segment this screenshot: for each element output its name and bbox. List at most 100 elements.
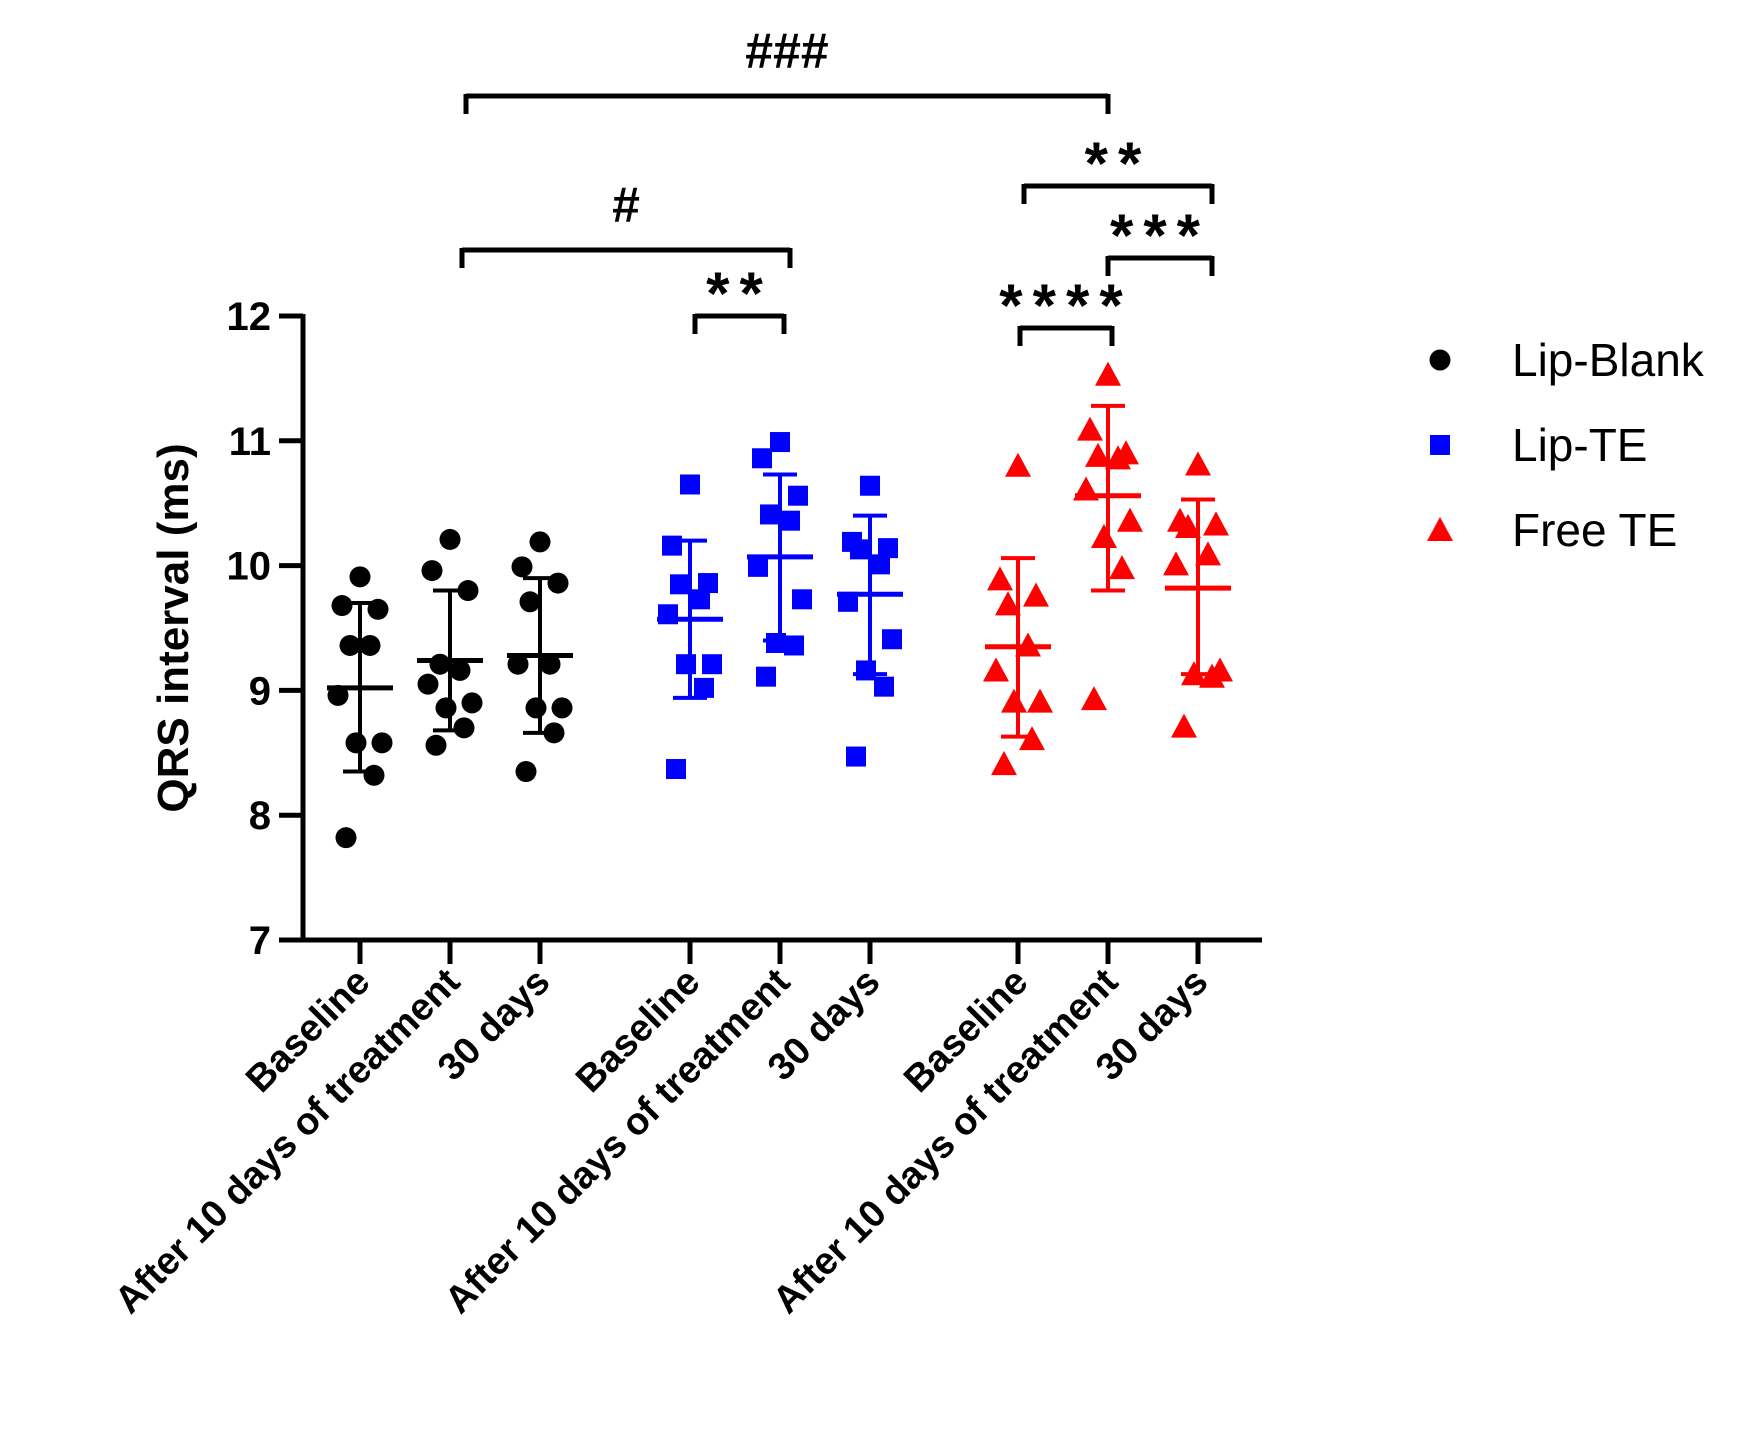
- data-point-square: [846, 746, 866, 767]
- data-point-circle: [371, 732, 393, 754]
- data-point-square: [670, 574, 690, 595]
- data-point-circle: [349, 566, 371, 588]
- significance-label: **: [706, 260, 773, 327]
- data-point-square: [874, 676, 894, 697]
- legend-marker: [1427, 517, 1453, 542]
- data-point-circle: [363, 764, 385, 786]
- data-point-circle: [335, 827, 357, 849]
- data-point-square: [856, 660, 876, 681]
- data-point-triangle: [1095, 361, 1121, 386]
- data-point-circle: [543, 722, 565, 744]
- data-point-circle: [519, 591, 541, 613]
- data-point-circle: [417, 673, 439, 695]
- data-point-triangle: [1081, 686, 1107, 711]
- data-point-square: [702, 654, 722, 675]
- data-point-square: [756, 666, 776, 687]
- data-point-triangle: [1091, 523, 1117, 548]
- data-point-square: [780, 510, 800, 531]
- data-point-triangle: [1005, 452, 1031, 477]
- data-point-circle: [331, 595, 353, 617]
- data-point-circle: [547, 572, 569, 594]
- data-point-triangle: [1109, 555, 1135, 580]
- data-point-circle: [359, 634, 381, 656]
- legend-label: Lip-TE: [1512, 419, 1647, 471]
- x-category-label: After 10 days of treatment: [107, 960, 468, 1321]
- data-point-square: [784, 635, 804, 656]
- data-point-triangle: [1195, 541, 1221, 566]
- data-point-square: [690, 589, 710, 610]
- data-point-circle: [367, 598, 389, 620]
- y-tick-label: 12: [227, 295, 272, 339]
- data-point-circle: [511, 556, 533, 578]
- significance-label: **: [1085, 130, 1152, 197]
- data-point-circle: [457, 580, 479, 602]
- data-point-square: [666, 759, 686, 780]
- y-tick-label: 9: [249, 669, 271, 713]
- legend-marker: [1429, 349, 1451, 371]
- data-point-triangle: [1181, 661, 1207, 686]
- data-point-triangle: [1001, 688, 1027, 713]
- y-tick-label: 10: [227, 545, 272, 589]
- data-point-circle: [421, 560, 443, 582]
- data-point-triangle: [1117, 507, 1143, 532]
- data-point-triangle: [1023, 582, 1049, 607]
- data-point-square: [850, 539, 870, 560]
- data-point-circle: [429, 653, 451, 675]
- y-tick-label: 8: [249, 794, 271, 838]
- data-point-square: [882, 629, 902, 650]
- data-point-square: [676, 654, 696, 675]
- data-point-circle: [525, 697, 547, 719]
- data-point-square: [770, 432, 790, 453]
- y-tick-label: 7: [249, 919, 271, 963]
- data-point-triangle: [1105, 445, 1131, 470]
- data-point-triangle: [1027, 688, 1053, 713]
- data-point-square: [748, 556, 768, 577]
- data-point-circle: [551, 697, 573, 719]
- data-point-triangle: [1175, 513, 1201, 538]
- significance-brackets: ####***********: [459, 23, 1215, 346]
- legend: Lip-Blank Lip-TE Free TE: [1427, 334, 1705, 556]
- data-point-triangle: [1077, 416, 1103, 441]
- data-point-triangle: [1199, 663, 1225, 688]
- data-point-square: [788, 485, 808, 506]
- data-point-square: [878, 538, 898, 559]
- data-marks: [327, 361, 1233, 849]
- data-point-circle: [453, 717, 475, 739]
- data-point-triangle: [1171, 713, 1197, 738]
- data-point-circle: [461, 692, 483, 714]
- y-axis-title: QRS interval (ms): [149, 443, 198, 812]
- data-point-triangle: [991, 751, 1017, 776]
- data-point-circle: [339, 634, 361, 656]
- data-point-square: [860, 475, 880, 496]
- data-point-circle: [539, 653, 561, 675]
- significance-label: #: [612, 177, 640, 233]
- data-point-triangle: [1019, 726, 1045, 751]
- significance-label: ###: [745, 23, 828, 79]
- data-point-triangle: [1185, 451, 1211, 476]
- data-point-circle: [435, 697, 457, 719]
- data-point-circle: [345, 732, 367, 754]
- data-point-circle: [425, 734, 447, 756]
- data-point-square: [760, 504, 780, 525]
- data-point-square: [752, 448, 772, 469]
- data-point-square: [680, 474, 700, 495]
- data-point-square: [694, 677, 714, 698]
- data-point-circle: [449, 659, 471, 681]
- significance-label: ****: [999, 272, 1132, 339]
- data-point-triangle: [1203, 511, 1229, 536]
- data-point-square: [662, 535, 682, 556]
- data-point-triangle: [995, 591, 1021, 616]
- data-point-circle: [529, 531, 551, 553]
- data-point-square: [766, 632, 786, 653]
- data-point-circle: [515, 761, 537, 783]
- legend-label: Free TE: [1512, 504, 1677, 556]
- data-point-square: [870, 554, 890, 575]
- data-point-circle: [439, 528, 461, 550]
- legend-label: Lip-Blank: [1512, 334, 1705, 386]
- data-point-triangle: [983, 657, 1009, 682]
- legend-marker: [1430, 435, 1450, 455]
- data-point-circle: [507, 653, 529, 675]
- data-point-square: [792, 589, 812, 610]
